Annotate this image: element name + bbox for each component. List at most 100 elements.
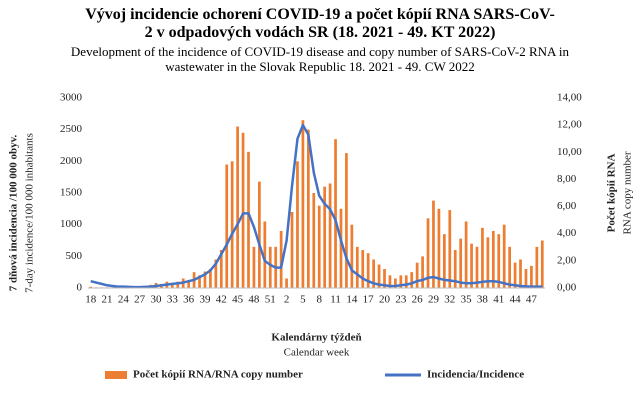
- bar: [491, 231, 495, 288]
- bar: [361, 250, 365, 288]
- bar: [508, 246, 511, 288]
- bar: [323, 186, 327, 288]
- bar: [285, 278, 288, 288]
- y-tick-label: 3000: [60, 92, 83, 104]
- bar: [247, 151, 250, 288]
- bar: [176, 281, 180, 288]
- bar: [241, 132, 245, 288]
- bar: [225, 164, 229, 288]
- bar: [513, 262, 517, 288]
- bar: [236, 126, 239, 288]
- x-tick-label: 2: [284, 294, 290, 306]
- bar: [209, 269, 212, 288]
- y-axis-subtitle: 7-day incidence/100 000 inhabitants: [24, 133, 36, 293]
- x-tick-label: 29: [428, 294, 440, 306]
- x-tick-label: 21: [102, 294, 113, 306]
- bar: [497, 234, 501, 288]
- x-tick-label: 51: [265, 294, 276, 306]
- header: Vývoj incidencie ochorení COVID-19 a poč…: [0, 6, 640, 74]
- line: [90, 123, 543, 289]
- bar: [366, 253, 370, 288]
- bar: [290, 212, 294, 288]
- bar: [421, 256, 424, 288]
- bar: [432, 200, 435, 288]
- bar: [355, 246, 359, 288]
- bar: [475, 246, 479, 288]
- x-tick-label: 45: [232, 294, 244, 306]
- x-axis-title: Kalendárny týždeň: [271, 332, 361, 344]
- bar: [301, 120, 305, 289]
- bar: [410, 272, 414, 288]
- y2-tick-label: 4,00: [557, 227, 577, 239]
- bar: [486, 237, 490, 288]
- bar: [470, 243, 473, 288]
- bar: [481, 227, 484, 288]
- bar: [394, 278, 397, 288]
- bar: [268, 246, 272, 288]
- x-tick-label: 38: [477, 294, 489, 306]
- legend-label: Počet kópií RNA/RNA copy number: [133, 369, 303, 381]
- x-tick-label: 48: [248, 294, 260, 306]
- x-tick-label: 42: [216, 294, 227, 306]
- bar: [453, 250, 457, 288]
- x-tick-label: 44: [510, 294, 522, 306]
- y2-axis-title: Počet kópií RNA: [606, 154, 618, 233]
- bar: [519, 259, 522, 288]
- x-tick-label: 24: [118, 294, 130, 306]
- y2-tick-label: 10,00: [557, 146, 582, 158]
- x-tick-label: 47: [526, 294, 538, 306]
- bar: [252, 246, 256, 288]
- y2-tick-label: 14,00: [557, 92, 582, 104]
- x-tick-label: 14: [346, 294, 358, 306]
- bar: [258, 181, 261, 288]
- bar: [464, 221, 468, 288]
- bar: [312, 193, 316, 288]
- bar: [459, 238, 463, 288]
- bar: [334, 139, 337, 288]
- y-tick-label: 1000: [60, 218, 83, 230]
- x-tick-label: 41: [493, 294, 504, 306]
- y2-tick-label: 8,00: [557, 173, 577, 185]
- x-tick-label: 32: [444, 294, 455, 306]
- x-tick-label: 18: [85, 294, 97, 306]
- bar: [345, 153, 348, 288]
- bar: [448, 210, 452, 288]
- bar: [502, 224, 506, 288]
- x-tick-label: 26: [412, 294, 424, 306]
- bar: [198, 275, 201, 288]
- x-tick-label: 33: [167, 294, 179, 306]
- bar: [219, 250, 223, 288]
- chart-title: Vývoj incidencie ochorení COVID-19 a poč…: [85, 6, 555, 41]
- legend-swatch: [105, 371, 127, 379]
- bar: [263, 221, 267, 288]
- bar: [426, 218, 430, 288]
- bar: [214, 259, 218, 288]
- x-tick-label: 20: [379, 294, 391, 306]
- x-tick-label: 17: [363, 294, 375, 306]
- x-tick-label: 11: [330, 294, 341, 306]
- y-axis-title: 7 dňová incidencia /100 000 obyv.: [8, 135, 20, 292]
- bar: [383, 269, 386, 288]
- bar: [404, 275, 408, 288]
- bar: [187, 280, 191, 288]
- bar: [203, 271, 207, 288]
- bar: [524, 269, 528, 288]
- x-tick-label: 36: [183, 294, 195, 306]
- bar: [296, 161, 299, 288]
- bar: [377, 264, 381, 288]
- y-tick-label: 500: [66, 250, 83, 262]
- x-axis-subtitle: Calendar week: [284, 347, 350, 359]
- y2-tick-label: 12,00: [557, 119, 582, 131]
- bar: [535, 246, 539, 288]
- chart-subtitle: Development of the incidence of COVID-19…: [70, 44, 570, 74]
- x-tick-label: 39: [199, 294, 211, 306]
- bar: [388, 275, 392, 288]
- x-tick-label: 35: [461, 294, 473, 306]
- y2-tick-label: 2,00: [557, 254, 577, 266]
- bar: [540, 240, 544, 288]
- x-tick-label: 23: [395, 294, 407, 306]
- bar: [328, 183, 332, 288]
- y2-tick-label: 0,00: [557, 282, 577, 294]
